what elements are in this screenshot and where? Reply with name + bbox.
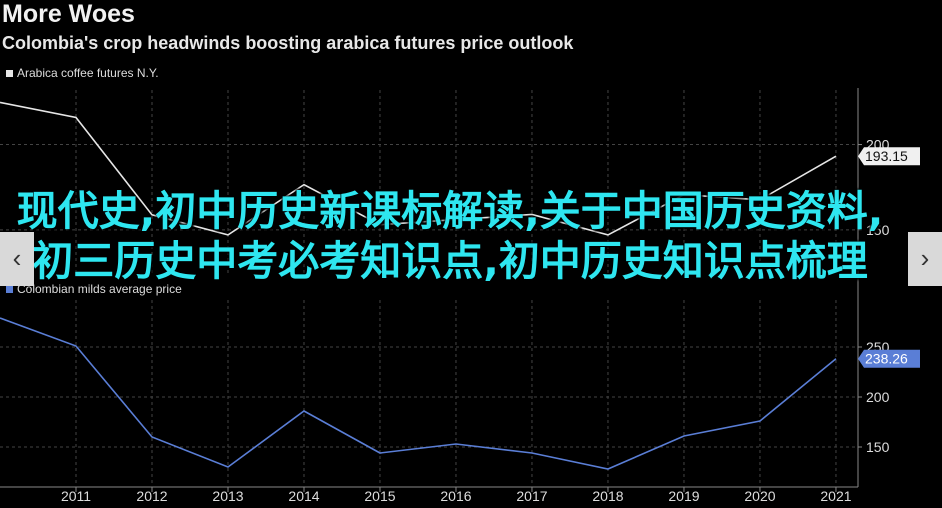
y-tick-label: 150 [866,222,890,238]
x-tick-label: 2017 [516,488,547,504]
x-tick-label: 2019 [668,488,699,504]
legend-swatch [6,70,13,77]
x-tick-label: 2011 [61,488,91,504]
prev-button[interactable]: ‹ [0,232,34,286]
x-tick-label: 2021 [820,488,851,504]
title: More Woes [2,0,135,28]
value-tag [858,349,920,368]
y-tick-label: 150 [866,439,890,455]
subtitle: Colombia's crop headwinds boosting arabi… [2,33,574,53]
x-tick-label: 2016 [440,488,471,504]
x-tick-label: 2015 [364,488,395,504]
legend-label: Arabica coffee futures N.Y. [17,66,159,80]
x-tick-label: 2014 [288,488,319,504]
line [0,101,837,236]
value-label: 193.15 [865,148,908,164]
value-tag [858,147,920,166]
x-tick-label: 2012 [136,488,167,504]
next-button[interactable]: › [908,232,942,286]
x-tick-label: 2013 [212,488,243,504]
legend-swatch [6,286,13,293]
y-tick-label: 200 [866,389,890,405]
legend-label: Colombian milds average price [17,282,182,296]
x-tick-label: 2018 [592,488,623,504]
value-label: 238.26 [865,351,908,367]
line [0,317,837,470]
x-tick-label: 2020 [744,488,775,504]
overlay-text: 现代史,初中历史新课标解读,关于中国历史资料,初三历史中考必考知识点,初中历史知… [16,187,884,285]
